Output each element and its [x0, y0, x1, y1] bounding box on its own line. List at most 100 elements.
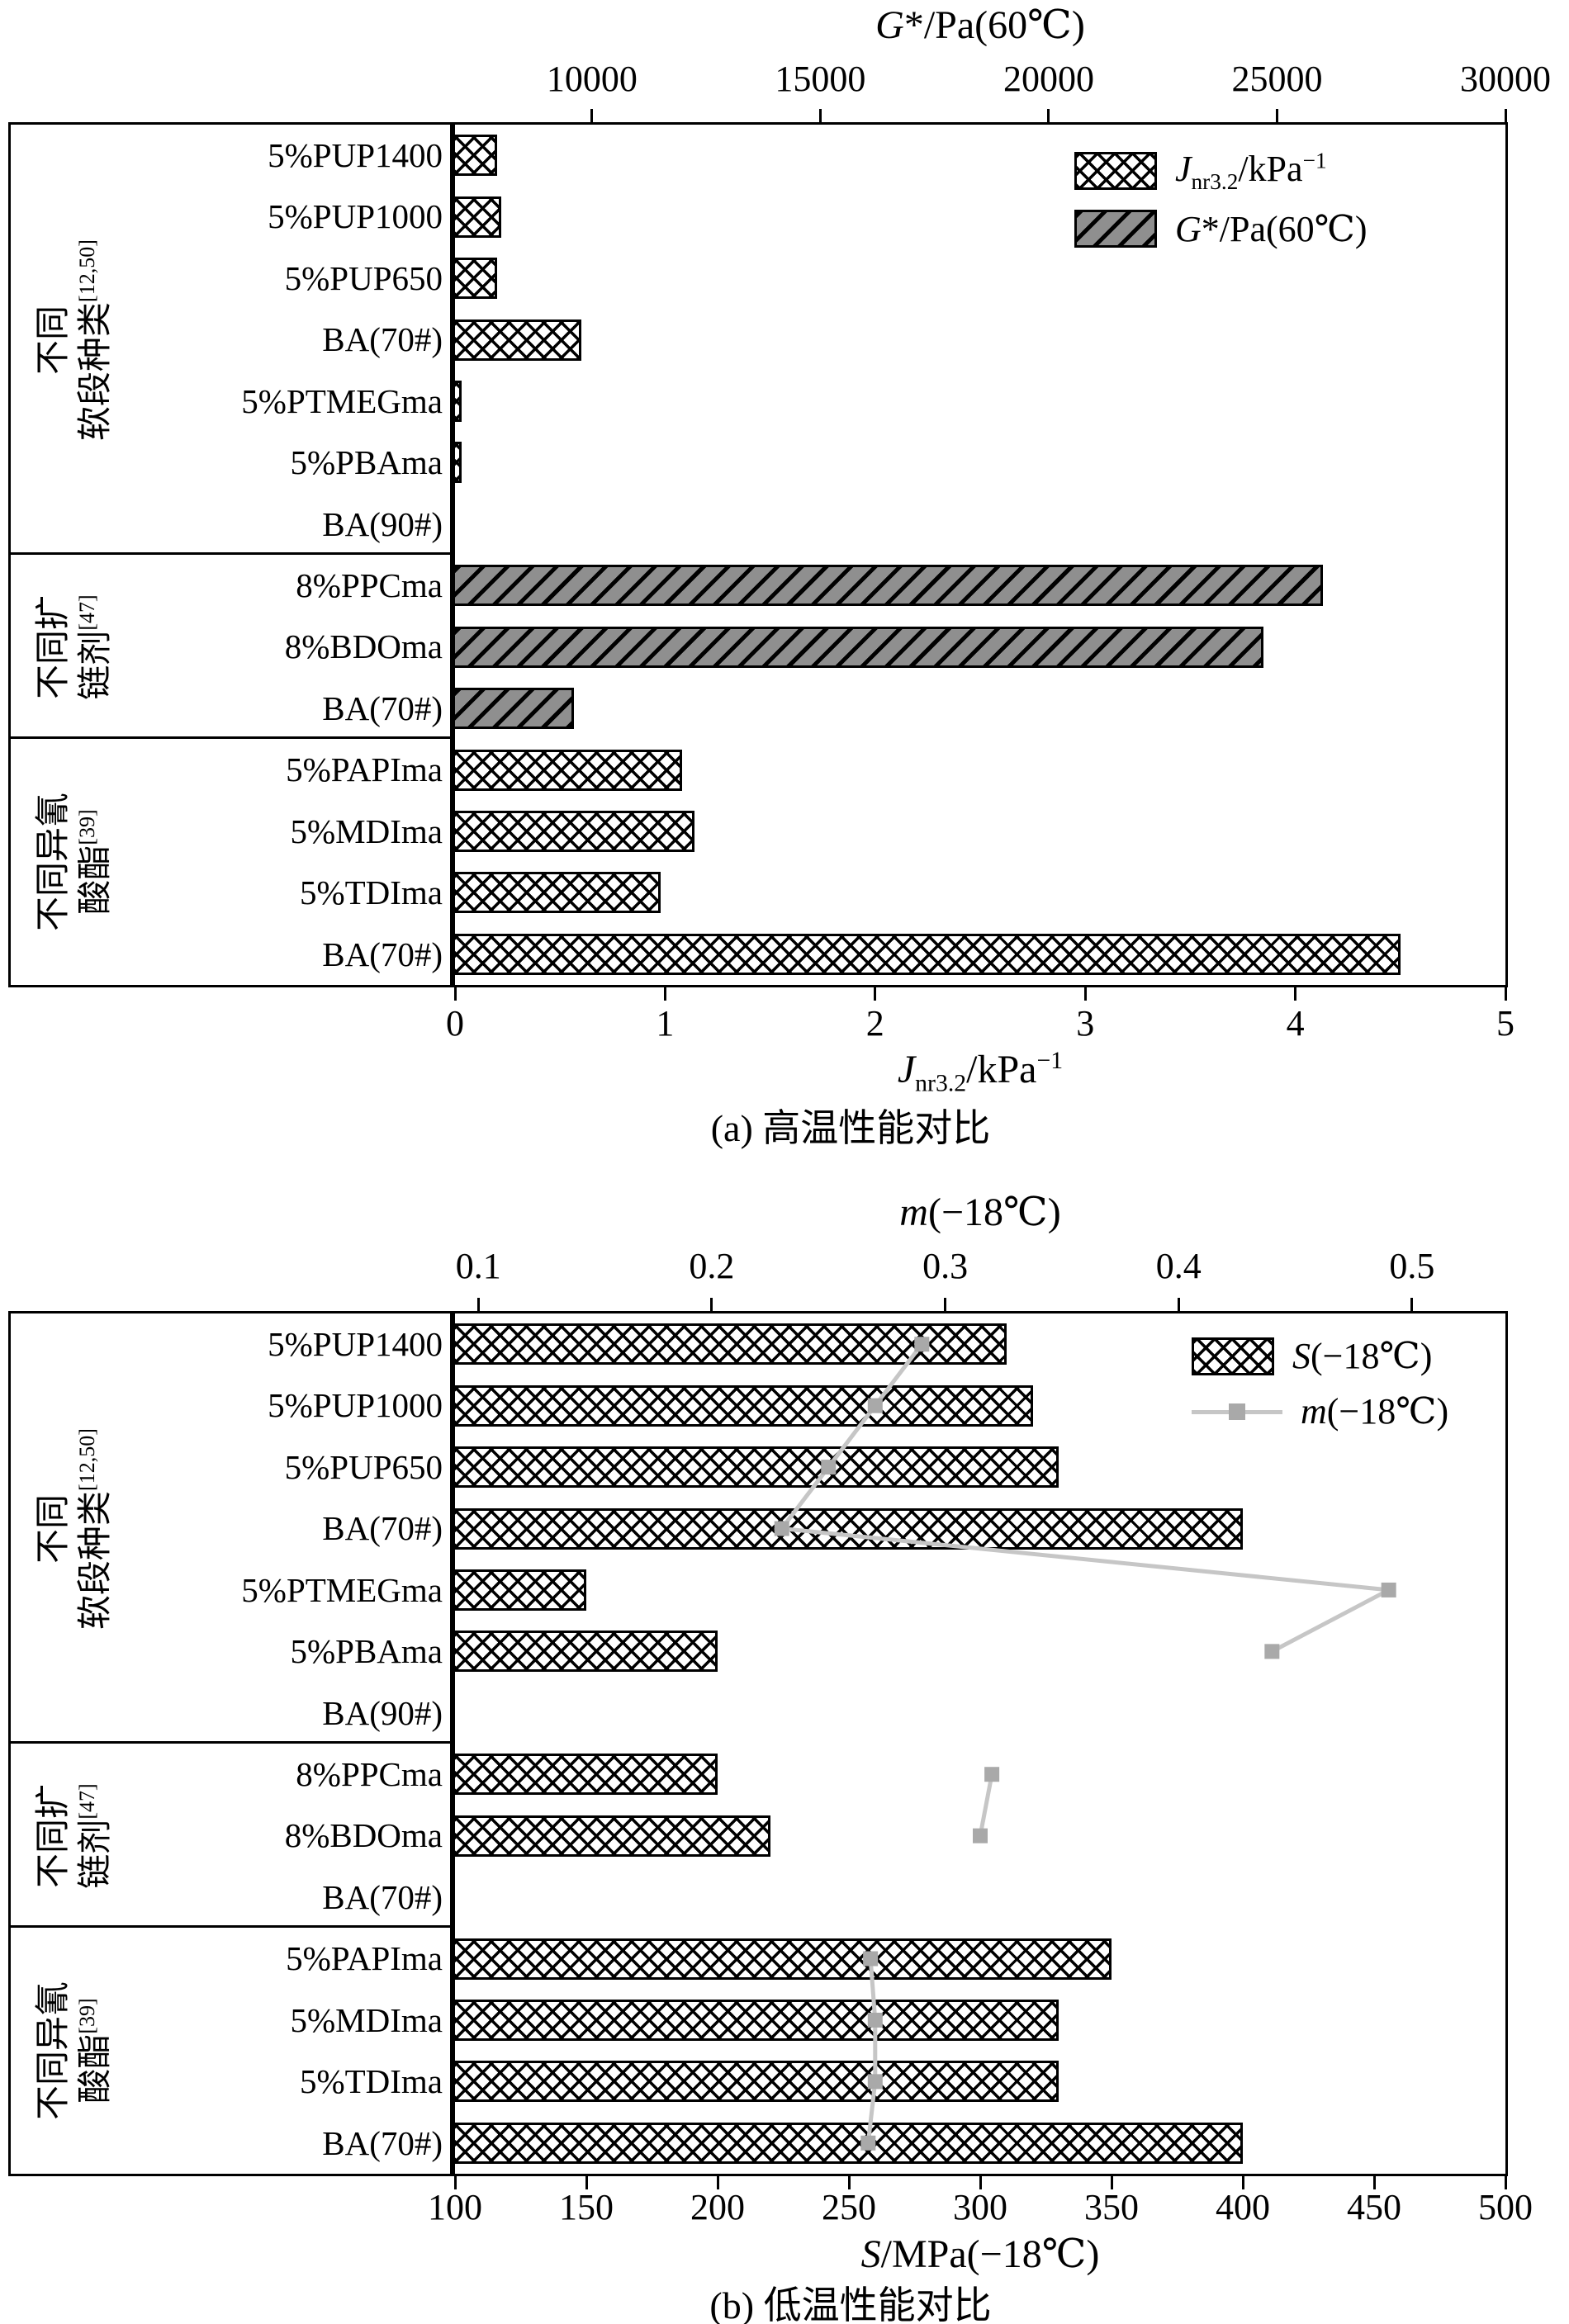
bar-a-row-12	[455, 872, 661, 914]
bottom-axis-tick-label: 400	[1216, 2187, 1270, 2227]
top-axis-title-b: m(−18℃)	[899, 1189, 1060, 1235]
bar-b-row-1	[455, 1384, 1033, 1427]
bottom-axis-tick-label: 500	[1478, 2187, 1533, 2227]
top-axis-tick-mark	[710, 1298, 713, 1311]
top-axis-title-a: G*/Pa(60℃)	[875, 2, 1085, 48]
bar-a-row-3	[455, 319, 581, 361]
legend-item: S(−18℃)	[1192, 1335, 1448, 1377]
group-label-line1: 不同异氰	[35, 1981, 73, 2121]
category-label-b-6: BA(90#)	[322, 1693, 443, 1732]
label-part: nr3.2	[1191, 168, 1239, 194]
m-line-segment	[865, 1958, 878, 2144]
legend-item: m(−18℃)	[1192, 1390, 1448, 1432]
category-label-b-8: 8%BDOma	[284, 1816, 443, 1855]
legend-label: S(−18℃)	[1292, 1335, 1432, 1377]
bar-a-row-11	[455, 810, 695, 852]
bottom-axis-tick-mark	[1294, 987, 1297, 1001]
category-label-a-9: BA(70#)	[322, 689, 443, 727]
bottom-axis-tick-mark	[1083, 987, 1087, 1001]
label-part: J	[1175, 149, 1192, 189]
bottom-axis-tick-label: 200	[690, 2187, 745, 2227]
legend-label: G*/Pa(60℃)	[1175, 208, 1368, 250]
bottom-axis-tick-label: 250	[822, 2187, 876, 2227]
label-part: S	[860, 2232, 881, 2276]
category-label-a-11: 5%MDIma	[290, 812, 443, 850]
category-label-b-7: 8%PPCma	[296, 1755, 443, 1793]
label-part: (−18℃)	[1326, 1391, 1449, 1432]
top-axis-tick-label: 0.5	[1389, 1246, 1435, 1286]
bar-a-row-10	[455, 749, 682, 791]
bottom-axis-tick-label: 100	[428, 2187, 482, 2227]
bottom-axis-tick-mark	[1241, 2176, 1244, 2189]
legend-swatch-crosshatch	[1192, 1337, 1274, 1375]
label-part: m	[899, 1190, 928, 1234]
bar-b-row-12	[455, 2061, 1059, 2103]
category-label-b-0: 5%PUP1400	[268, 1325, 443, 1363]
label-part: G	[875, 3, 904, 47]
bottom-axis-tick-label: 3	[1076, 1003, 1095, 1044]
category-label-a-5: 5%PBAma	[290, 443, 443, 482]
bar-b-row-7	[455, 1754, 718, 1796]
caption-b: (b) 低温性能对比	[709, 2284, 992, 2324]
bottom-axis-tick-mark	[585, 2176, 588, 2189]
m-line-segment	[978, 1773, 994, 1837]
category-label-b-9: BA(70#)	[322, 1877, 443, 1916]
m-marker	[863, 1951, 879, 1967]
m-marker	[973, 1828, 988, 1844]
bottom-axis-tick-mark	[1372, 2176, 1376, 2189]
bottom-axis-tick-mark	[1504, 987, 1507, 1001]
top-axis-tick-mark	[1504, 109, 1507, 122]
bottom-axis-tick-mark	[874, 987, 877, 1001]
category-label-b-13: BA(70#)	[322, 2123, 443, 2162]
bar-b-row-4	[455, 1569, 586, 1611]
bottom-axis-tick-mark	[1110, 2176, 1113, 2189]
bar-b-row-10	[455, 1938, 1112, 1980]
bar-a-row-7	[455, 565, 1323, 607]
top-axis-tick-label: 0.4	[1155, 1246, 1202, 1286]
group-box-b-0: 不同 软段种类[12,50]	[8, 1311, 453, 1746]
legend-item: G*/Pa(60℃)	[1074, 208, 1368, 250]
category-label-a-8: 8%BDOma	[284, 627, 443, 666]
category-label-a-12: 5%TDIma	[299, 873, 443, 912]
category-label-b-5: 5%PBAma	[290, 1632, 443, 1671]
label-part: /MPa(−18℃)	[880, 2232, 1100, 2276]
group-label-line1: 不同	[35, 305, 73, 375]
plot-area-a: Jnr3.2/kPa−1 G*/Pa(60℃)	[453, 122, 1508, 987]
m-marker	[867, 2012, 883, 2028]
top-axis-tick-mark	[590, 109, 594, 122]
category-label-a-4: 5%PTMEGma	[241, 381, 443, 420]
bottom-axis-tick-label: 150	[559, 2187, 614, 2227]
m-marker	[860, 2135, 876, 2151]
top-axis-tick-label: 0.1	[455, 1246, 501, 1286]
top-axis-tick-mark	[1177, 1298, 1180, 1311]
category-label-b-2: 5%PUP650	[284, 1447, 443, 1486]
group-label-line1: 不同	[35, 1493, 73, 1564]
legend-swatch-grayhatch	[1074, 210, 1157, 248]
top-axis-tick-mark	[1275, 109, 1278, 122]
bar-b-row-8	[455, 1815, 770, 1857]
legend-label: Jnr3.2/kPa−1	[1175, 148, 1327, 195]
bar-a-row-13	[455, 933, 1401, 975]
top-axis-tick-mark	[1410, 1298, 1414, 1311]
bottom-axis-tick-mark	[979, 2176, 982, 2189]
bottom-axis-tick-mark	[453, 987, 457, 1001]
top-axis-tick-label: 0.3	[922, 1246, 969, 1286]
label-part: −1	[1036, 1047, 1064, 1074]
m-line-series	[774, 1337, 1396, 2151]
bar-a-row-9	[455, 688, 574, 730]
label-part: /kPa	[966, 1048, 1037, 1091]
legend-line-swatch	[1192, 1393, 1282, 1431]
label-part: (−18℃)	[927, 1190, 1061, 1234]
m-marker	[984, 1767, 1000, 1782]
bar-b-row-3	[455, 1508, 1243, 1550]
top-axis-tick-mark	[476, 1298, 480, 1311]
group-box-a-2: 不同异氰 酸酯[39]	[8, 736, 453, 987]
top-axis-tick-label: 30000	[1460, 59, 1551, 99]
top-axis-tick-label: 20000	[1003, 59, 1094, 99]
bar-a-row-4	[455, 380, 462, 422]
category-label-b-12: 5%TDIma	[299, 2062, 443, 2101]
bottom-axis-title-b: S/MPa(−18℃)	[861, 2231, 1100, 2277]
category-label-b-3: BA(70#)	[322, 1509, 443, 1548]
label-part: (−18℃)	[1311, 1336, 1433, 1376]
group-label-line1: 不同扩	[35, 594, 73, 699]
